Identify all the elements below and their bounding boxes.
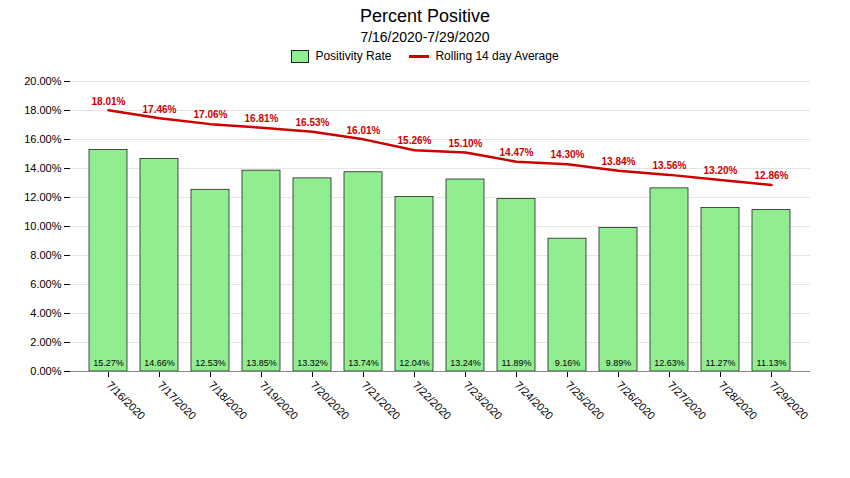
svg-text:7/28/2020: 7/28/2020 <box>717 379 760 422</box>
html-text:Percent Positive: Percent Positive <box>360 6 490 26</box>
svg-text:7/29/2020: 7/29/2020 <box>768 379 811 422</box>
svg-text:0.00%: 0.00% <box>30 365 61 377</box>
svg-text:12.04%: 12.04% <box>399 358 430 368</box>
svg-text:7/27/2020: 7/27/2020 <box>666 379 709 422</box>
svg-text:7/23/2020: 7/23/2020 <box>462 379 505 422</box>
svg-text:7/18/2020: 7/18/2020 <box>207 379 250 422</box>
svg-text:12.53%: 12.53% <box>195 358 226 368</box>
html-text:7/16/2020-7/29/2020: 7/16/2020-7/29/2020 <box>360 29 490 45</box>
svg-text:13.32%: 13.32% <box>297 358 328 368</box>
svg-text:20.00%: 20.00% <box>24 75 62 87</box>
svg-text:9.16%: 9.16% <box>555 358 581 368</box>
svg-text:12.86%: 12.86% <box>755 170 789 181</box>
svg-text:15.27%: 15.27% <box>93 358 124 368</box>
svg-text:7/24/2020: 7/24/2020 <box>513 379 556 422</box>
svg-text:7/21/2020: 7/21/2020 <box>360 379 403 422</box>
svg-text:13.24%: 13.24% <box>450 358 481 368</box>
svg-text:15.10%: 15.10% <box>449 138 483 149</box>
svg-text:13.56%: 13.56% <box>653 160 687 171</box>
html-text:Rolling 14 day Average: Rolling 14 day Average <box>435 49 559 63</box>
html-text:Positivity Rate: Positivity Rate <box>315 49 392 63</box>
svg-text:14.66%: 14.66% <box>144 358 175 368</box>
svg-text:2.00%: 2.00% <box>30 336 61 348</box>
svg-text:4.00%: 4.00% <box>30 307 61 319</box>
svg-text:7/25/2020: 7/25/2020 <box>564 379 607 422</box>
svg-text:11.27%: 11.27% <box>706 358 736 368</box>
svg-text:16.00%: 16.00% <box>24 133 62 145</box>
svg-text:14.00%: 14.00% <box>24 162 62 174</box>
svg-text:16.53%: 16.53% <box>296 117 330 128</box>
svg-text:14.47%: 14.47% <box>500 147 534 158</box>
svg-text:16.81%: 16.81% <box>245 113 279 124</box>
svg-text:18.00%: 18.00% <box>24 104 62 116</box>
svg-text:16.01%: 16.01% <box>347 125 381 136</box>
svg-text:18.01%: 18.01% <box>92 96 126 107</box>
svg-text:14.30%: 14.30% <box>551 149 585 160</box>
svg-text:7/19/2020: 7/19/2020 <box>258 379 301 422</box>
svg-text:12.63%: 12.63% <box>654 358 685 368</box>
svg-text:13.20%: 13.20% <box>704 165 738 176</box>
svg-text:7/16/2020: 7/16/2020 <box>105 379 148 422</box>
svg-text:7/22/2020: 7/22/2020 <box>411 379 454 422</box>
svg-text:12.00%: 12.00% <box>24 191 62 203</box>
svg-text:17.06%: 17.06% <box>194 109 228 120</box>
svg-text:11.13%: 11.13% <box>757 358 787 368</box>
svg-text:8.00%: 8.00% <box>30 249 61 261</box>
svg-text:9.89%: 9.89% <box>606 358 632 368</box>
svg-text:13.84%: 13.84% <box>602 156 636 167</box>
svg-text:13.85%: 13.85% <box>246 358 277 368</box>
svg-text:7/26/2020: 7/26/2020 <box>615 379 658 422</box>
svg-text:6.00%: 6.00% <box>30 278 61 290</box>
svg-text:10.00%: 10.00% <box>24 220 62 232</box>
svg-text:17.46%: 17.46% <box>143 104 177 115</box>
svg-text:7/20/2020: 7/20/2020 <box>309 379 352 422</box>
svg-text:15.26%: 15.26% <box>398 135 432 146</box>
svg-text:11.89%: 11.89% <box>502 358 532 368</box>
svg-text:13.74%: 13.74% <box>348 358 379 368</box>
svg-text:7/17/2020: 7/17/2020 <box>156 379 199 422</box>
